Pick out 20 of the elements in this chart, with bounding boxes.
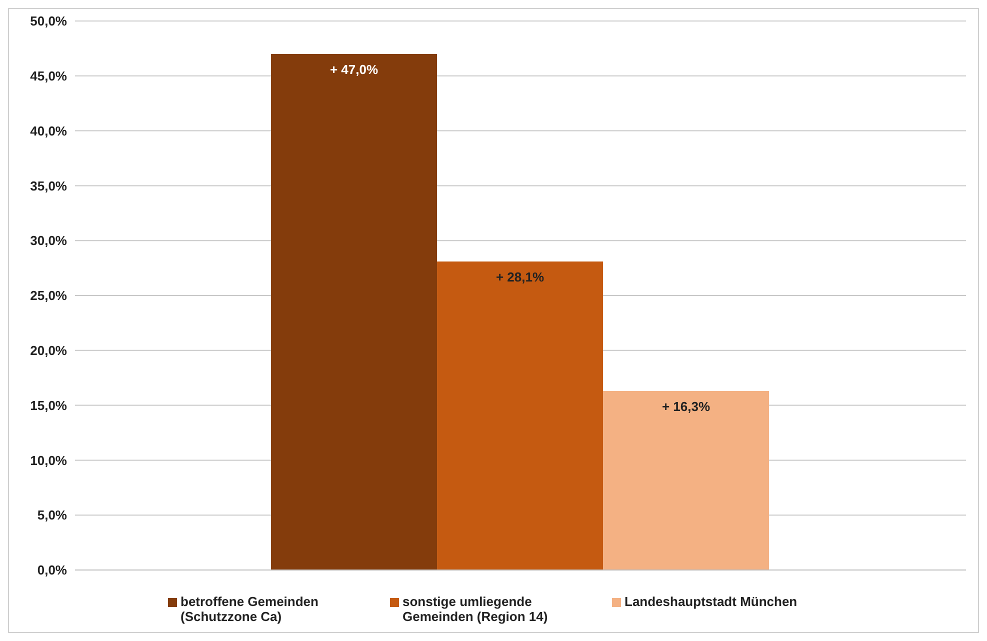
y-tick-label: 15,0%: [30, 398, 68, 413]
data-label: + 16,3%: [662, 399, 710, 414]
y-tick-label: 40,0%: [30, 123, 68, 138]
y-tick-label: 35,0%: [30, 178, 68, 194]
y-tick-label: 45,0%: [30, 68, 68, 84]
bar: [271, 54, 438, 570]
y-tick-label: 20,0%: [30, 343, 68, 358]
y-tick-label: 0,0%: [37, 562, 68, 578]
y-tick-label: 25,0%: [30, 288, 68, 304]
data-label: + 47,0%: [330, 62, 378, 77]
legend-label: betroffene Gemeinden (Schutzzone Ca): [180, 594, 320, 624]
bar: [437, 261, 604, 570]
legend-label: sonstige umliegende Gemeinden (Region 14): [402, 594, 549, 624]
y-tick-label: 5,0%: [37, 508, 68, 523]
y-tick-label: 30,0%: [30, 233, 68, 248]
bar: [603, 391, 770, 570]
y-tick-label: 10,0%: [30, 452, 68, 468]
y-tick-label: 50,0%: [30, 14, 68, 29]
legend-label: Landeshauptstadt München: [624, 594, 798, 609]
data-label: + 28,1%: [496, 269, 544, 284]
